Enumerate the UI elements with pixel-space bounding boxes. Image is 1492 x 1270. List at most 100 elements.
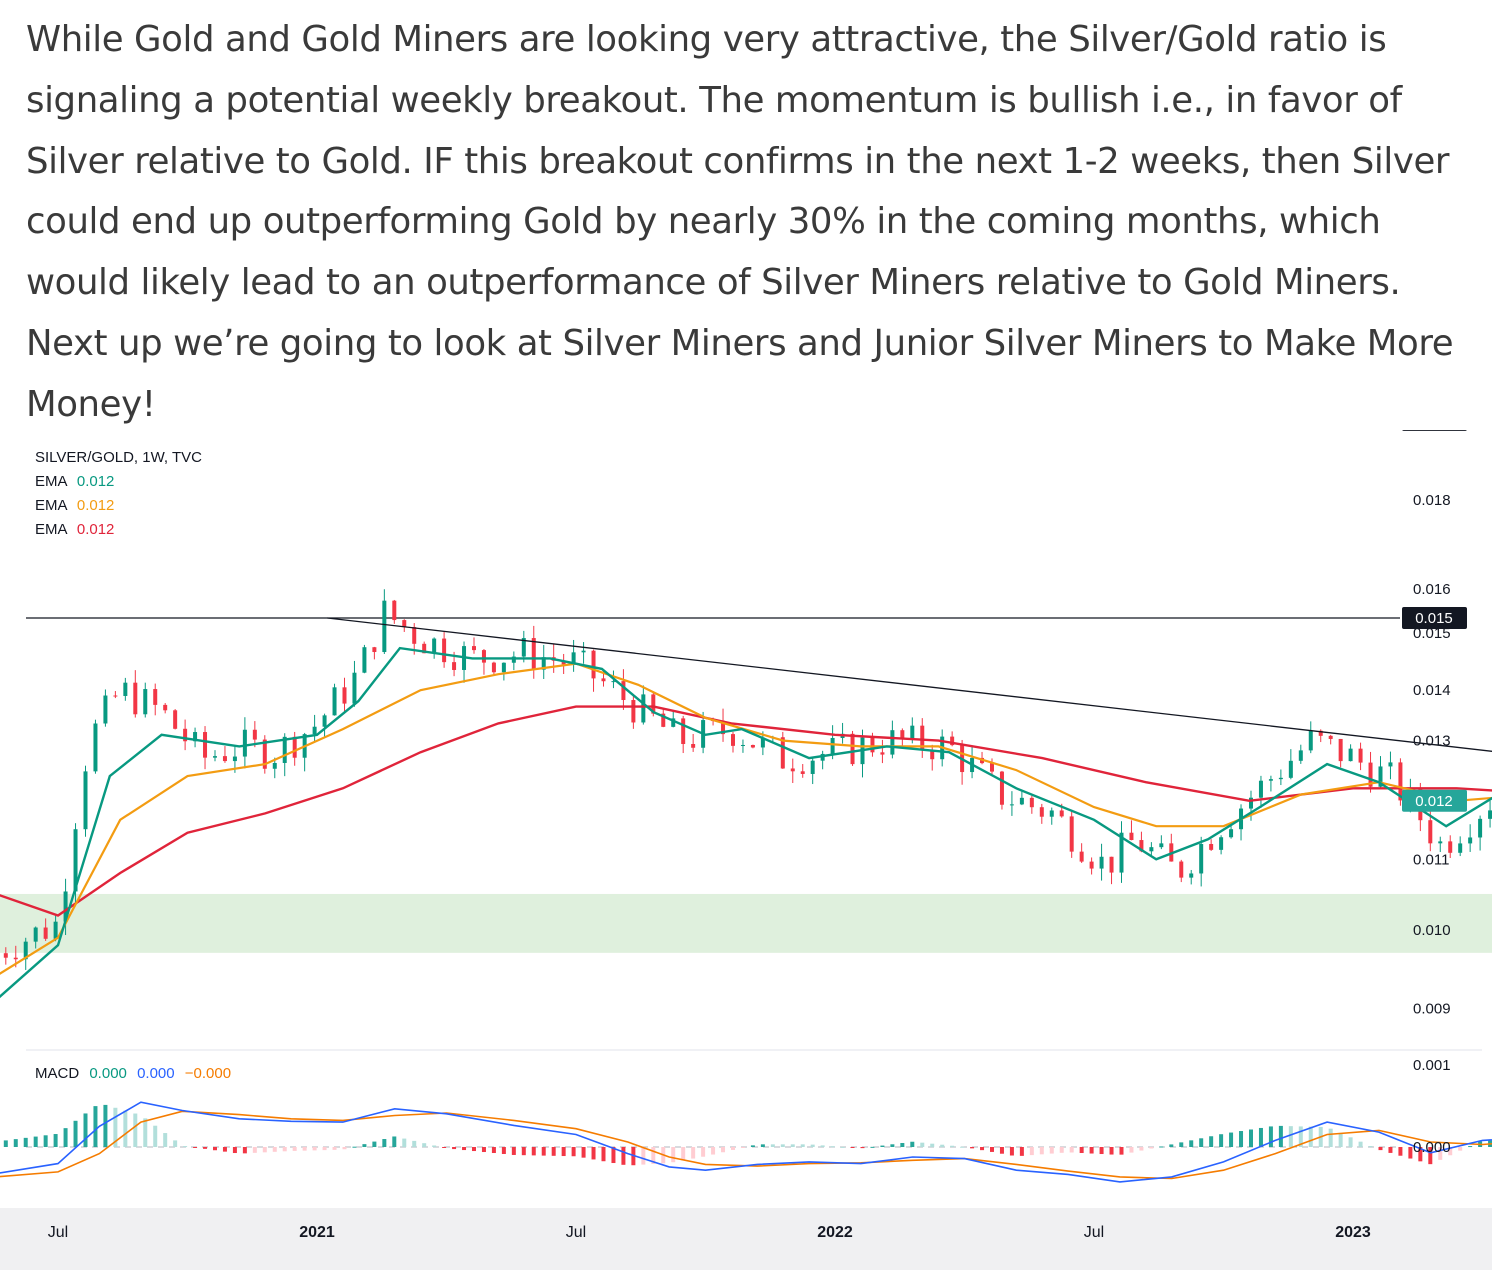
macd-histogram-bar xyxy=(1099,1147,1104,1155)
macd-histogram-bar xyxy=(252,1147,257,1153)
demand-zone xyxy=(0,893,1492,953)
candle xyxy=(900,730,905,739)
price-axis-label: 0.011 xyxy=(1413,851,1449,868)
candle xyxy=(1458,843,1463,853)
macd-histogram-bar xyxy=(711,1147,716,1155)
candle xyxy=(1318,730,1323,736)
macd-histogram-bar xyxy=(442,1147,447,1148)
candle xyxy=(800,771,805,774)
price-axis-label: 0.015 xyxy=(1413,625,1451,642)
candle xyxy=(989,763,994,772)
macd-histogram-bar xyxy=(113,1107,118,1147)
candle xyxy=(392,600,397,621)
candle xyxy=(631,700,636,723)
macd-histogram-bar xyxy=(1458,1147,1463,1151)
macd-histogram-bar xyxy=(432,1145,437,1147)
macd-value: 0.000 xyxy=(89,1065,127,1082)
candle xyxy=(3,953,8,958)
macd-histogram-bar xyxy=(1328,1128,1333,1147)
macd-histogram-bar xyxy=(452,1147,457,1150)
candle xyxy=(1009,804,1014,806)
macd-histogram-bar xyxy=(1009,1147,1014,1156)
candle xyxy=(1149,847,1154,852)
candle xyxy=(1248,797,1253,809)
price-tag-label: 0.015 xyxy=(1415,610,1453,627)
ema-legend-2: EMA 0.012 xyxy=(35,497,114,514)
candle xyxy=(950,736,955,746)
candle xyxy=(53,921,58,939)
macd-histogram-bar xyxy=(770,1144,775,1147)
macd-histogram-bar xyxy=(1408,1147,1413,1159)
candle xyxy=(1468,837,1473,844)
candle xyxy=(820,753,825,761)
candle xyxy=(262,739,267,769)
candle xyxy=(830,737,835,754)
macd-histogram-bar xyxy=(33,1136,38,1147)
ema-fast-line xyxy=(0,646,1492,999)
macd-histogram-bar xyxy=(581,1147,586,1158)
candle xyxy=(1258,780,1263,798)
price-tag xyxy=(1402,789,1467,812)
candle xyxy=(880,752,885,755)
macd-histogram-bar xyxy=(870,1146,875,1148)
candle xyxy=(372,647,377,653)
macd-histogram-bar xyxy=(930,1143,935,1147)
candle xyxy=(491,662,496,673)
macd-histogram-bar xyxy=(212,1147,217,1151)
macd-histogram-bar xyxy=(810,1144,815,1147)
macd-histogram-bar xyxy=(750,1145,755,1147)
candle xyxy=(173,710,178,729)
macd-histogram-bar xyxy=(292,1147,297,1151)
macd-histogram-bar xyxy=(1149,1147,1154,1149)
candle xyxy=(581,650,586,653)
macd-axis-label: 0.001 xyxy=(1413,1057,1451,1074)
candle xyxy=(1428,820,1433,844)
macd-histogram-bar xyxy=(551,1147,556,1156)
chart-canvas[interactable]: 0.004 (29.40%) 40.0180.0160.0150.0140.01… xyxy=(0,430,1492,1270)
macd-histogram-bar xyxy=(1109,1147,1114,1155)
candle xyxy=(422,643,427,654)
macd-histogram-bar xyxy=(760,1144,765,1147)
macd-histogram-bar xyxy=(591,1147,596,1160)
price-tag-label: 0.012 xyxy=(1415,793,1453,810)
candle xyxy=(1348,748,1353,762)
macd-histogram-bar xyxy=(691,1147,696,1159)
candle xyxy=(1338,738,1343,762)
candle xyxy=(1358,748,1363,763)
candle xyxy=(591,650,596,679)
macd-histogram-bar xyxy=(730,1147,735,1150)
candle xyxy=(232,756,237,762)
macd-histogram-bar xyxy=(481,1147,486,1153)
macd-histogram-bar xyxy=(1089,1147,1094,1154)
macd-histogram-bar xyxy=(1129,1147,1134,1153)
candle xyxy=(780,737,785,769)
candle xyxy=(432,638,437,654)
macd-histogram-bar xyxy=(1169,1144,1174,1147)
article-paragraph: While Gold and Gold Miners are looking v… xyxy=(26,19,1454,425)
candle xyxy=(322,715,327,727)
macd-histogram-bar xyxy=(880,1145,885,1147)
macd-signal-line xyxy=(0,1110,1492,1180)
candle xyxy=(511,656,516,663)
candle xyxy=(282,736,287,763)
candle xyxy=(1039,807,1044,817)
price-axis-label: 0.010 xyxy=(1413,922,1451,939)
macd-histogram-bar xyxy=(1119,1147,1124,1155)
ema-value: 0.012 xyxy=(76,497,115,514)
tradingview-chart[interactable]: 0.004 (29.40%) 40.0180.0160.0150.0140.01… xyxy=(0,430,1492,1270)
candle xyxy=(163,704,168,711)
ema-value: 0.012 xyxy=(76,521,115,538)
candle xyxy=(1368,762,1373,787)
macd-histogram-bar xyxy=(800,1144,805,1147)
macd-histogram-bar xyxy=(999,1147,1004,1154)
macd-histogram-bar xyxy=(1278,1125,1283,1147)
macd-histogram-bar xyxy=(462,1147,467,1151)
macd-histogram-bar xyxy=(511,1147,516,1155)
macd-histogram-bar xyxy=(103,1104,108,1147)
macd-histogram-bar xyxy=(272,1147,277,1152)
candle xyxy=(342,687,347,704)
macd-histogram-bar xyxy=(382,1139,387,1147)
macd-histogram-bar xyxy=(1079,1147,1084,1154)
candle xyxy=(1119,832,1124,873)
candle xyxy=(740,744,745,746)
